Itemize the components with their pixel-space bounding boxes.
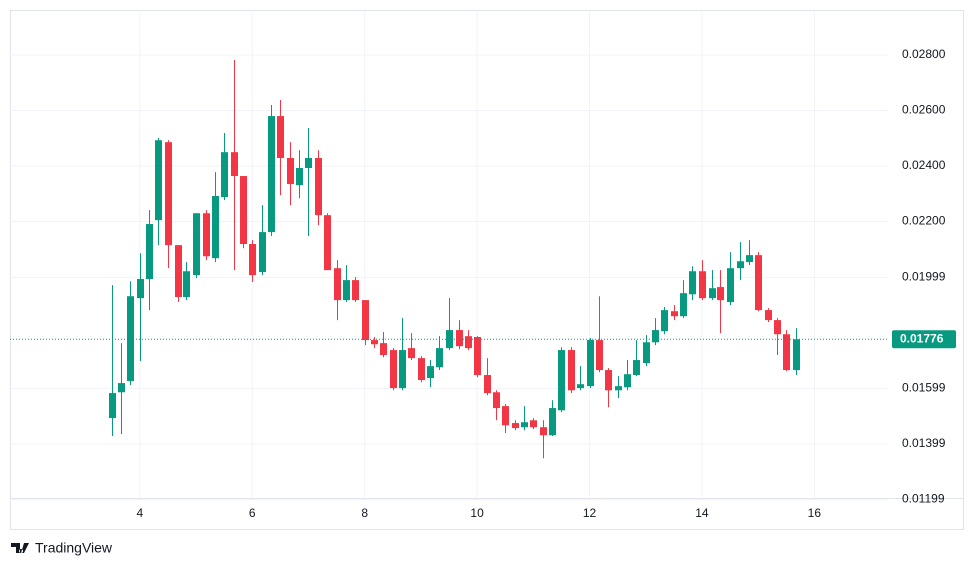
brand-logo: TradingView — [11, 540, 113, 556]
candle-body — [596, 340, 603, 371]
y-tick-label: 0.02800 — [902, 47, 946, 61]
candle-body — [221, 152, 228, 198]
candle-body — [175, 245, 182, 298]
candle-body — [362, 300, 369, 341]
candle-body — [399, 350, 406, 389]
y-tick-label: 0.02200 — [902, 214, 946, 228]
candle-body — [474, 337, 481, 376]
candle-body — [137, 279, 144, 299]
candle-body — [183, 271, 190, 298]
candle-body — [774, 320, 781, 335]
candle-body — [390, 350, 397, 389]
chart-frame — [10, 10, 964, 530]
candle-body — [465, 336, 472, 349]
candle-body — [305, 157, 312, 168]
last-price-label: 0.01776 — [900, 331, 944, 345]
candle-body — [717, 287, 724, 301]
brand-name: TradingView — [35, 540, 113, 556]
candle-body — [127, 296, 134, 382]
candle-body — [512, 423, 519, 429]
candle-body — [699, 271, 706, 299]
candle-body — [661, 310, 668, 332]
logo-icon — [11, 543, 29, 553]
candle-body — [231, 152, 238, 177]
candle-body — [587, 340, 594, 387]
candle-body — [146, 224, 153, 280]
candle-body — [203, 213, 210, 257]
candle-body — [521, 422, 528, 428]
candle-body — [371, 340, 378, 345]
x-tick-label: 4 — [137, 506, 144, 520]
candle-body — [212, 196, 219, 259]
candle-body — [268, 116, 275, 233]
candle-body — [456, 330, 463, 347]
candle-body — [259, 232, 266, 273]
candle-body — [324, 215, 331, 271]
y-tick-label: 0.01399 — [902, 436, 946, 450]
x-tick-label: 6 — [249, 506, 256, 520]
candle-body — [643, 342, 650, 364]
candle-body — [109, 393, 116, 419]
candle-body — [577, 384, 584, 389]
candle-body — [165, 142, 172, 246]
candle-body — [493, 392, 500, 409]
candle-body — [680, 293, 687, 317]
x-tick-label: 16 — [808, 506, 822, 520]
candle-body — [652, 330, 659, 343]
candle-body — [549, 408, 556, 436]
y-tick-label: 0.02600 — [902, 103, 946, 117]
x-tick-label: 8 — [361, 506, 368, 520]
last-price-box — [892, 330, 956, 349]
candle-body — [540, 427, 547, 436]
y-tick-label: 0.01999 — [902, 270, 946, 284]
candle-body — [343, 280, 350, 301]
candle-body — [277, 116, 284, 158]
candle-body — [615, 386, 622, 391]
grid — [10, 12, 888, 500]
candle-body — [765, 310, 772, 321]
candle-body — [793, 339, 800, 371]
candle-body — [352, 280, 359, 301]
candle-body — [558, 350, 565, 411]
candle-body — [633, 360, 640, 376]
candle-body — [737, 261, 744, 269]
candle-body — [783, 334, 790, 371]
candle-body — [380, 343, 387, 356]
y-tick-label: 0.01599 — [902, 381, 946, 395]
candle-body — [568, 350, 575, 391]
candle-body — [671, 311, 678, 317]
candle-body — [155, 140, 162, 221]
candle-body — [755, 255, 762, 311]
candle-body — [240, 176, 247, 245]
candle-body — [418, 358, 425, 381]
candle-body — [118, 383, 125, 393]
candle-body — [446, 330, 453, 349]
x-tick-label: 14 — [695, 506, 709, 520]
candle-body — [436, 348, 443, 368]
candle-body — [287, 157, 294, 185]
candle-body — [689, 271, 696, 295]
candle-body — [296, 167, 303, 186]
candle-body — [193, 213, 200, 276]
candle-body — [502, 406, 509, 426]
y-tick-label: 0.01199 — [902, 492, 945, 506]
candle-body — [709, 288, 716, 299]
candle-body — [315, 157, 322, 216]
candle-body — [530, 420, 537, 428]
candle-body — [605, 370, 612, 391]
candle-body — [408, 348, 415, 359]
candle-body — [624, 374, 631, 388]
x-tick-label: 12 — [583, 506, 597, 520]
candle-body — [427, 366, 434, 379]
y-tick-label: 0.02400 — [902, 158, 946, 172]
candle-body — [484, 375, 491, 394]
candle-body — [249, 244, 256, 276]
candle-body — [727, 268, 734, 303]
candle-body — [334, 268, 341, 301]
x-tick-label: 10 — [470, 506, 484, 520]
candle-body — [746, 255, 753, 263]
